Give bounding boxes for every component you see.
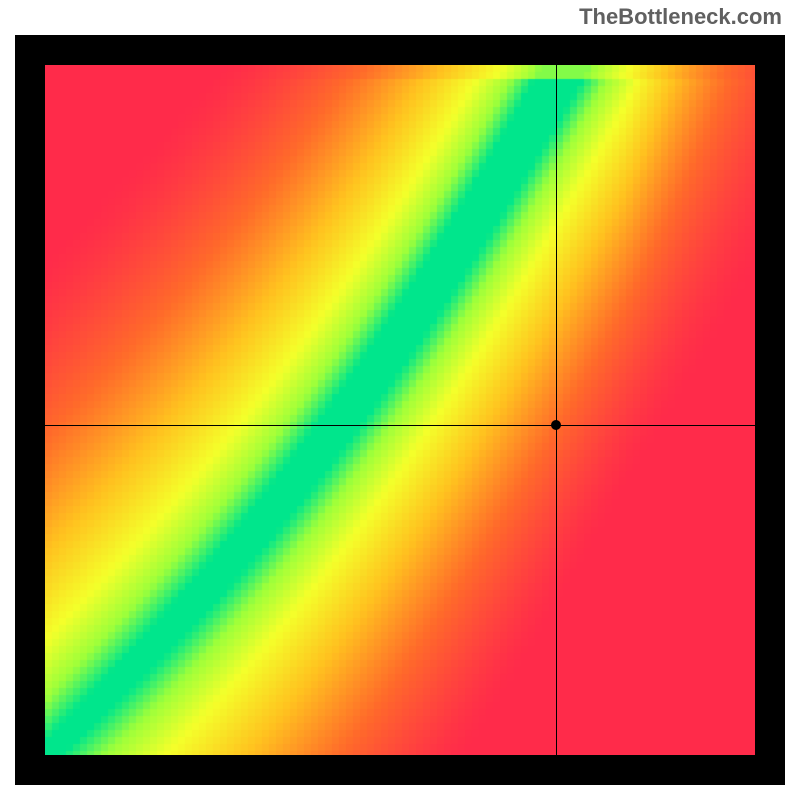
plot-frame <box>15 35 785 785</box>
watermark-text: TheBottleneck.com <box>579 4 782 30</box>
heatmap-canvas <box>45 65 755 755</box>
crosshair-horizontal <box>45 425 755 426</box>
crosshair-vertical <box>556 65 557 755</box>
chart-container: TheBottleneck.com <box>0 0 800 800</box>
